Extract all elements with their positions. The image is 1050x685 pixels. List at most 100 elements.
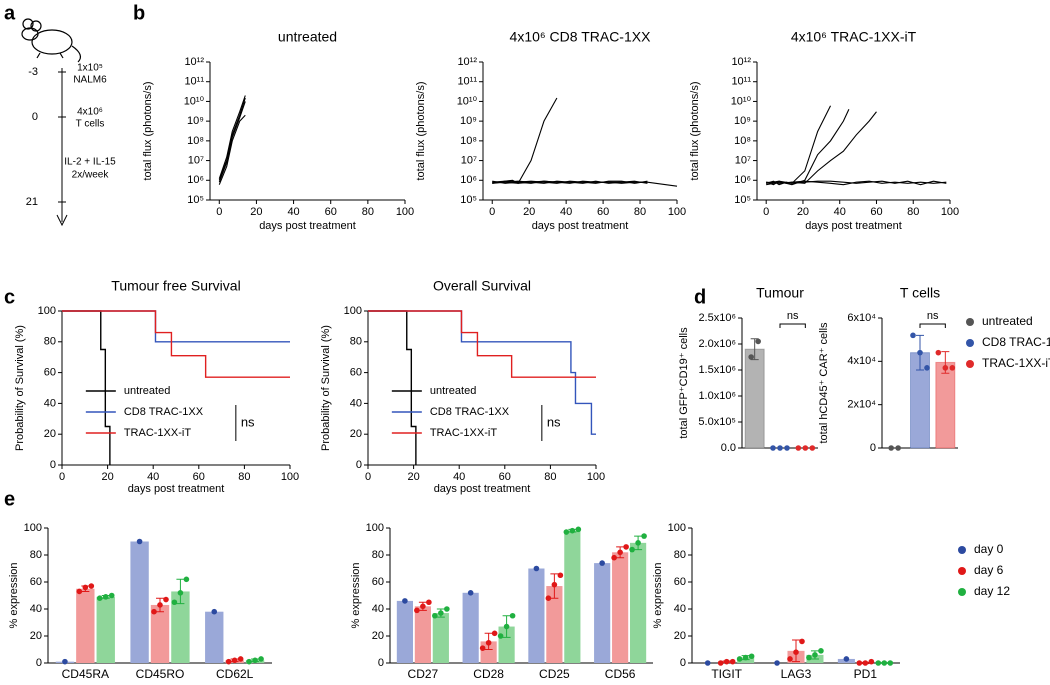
data-point [777, 445, 783, 451]
x-tick-label: 60 [597, 206, 609, 218]
y-tick-label: 10⁷ [188, 154, 204, 166]
y-tick-label: 40 [44, 397, 56, 409]
x-tick-label: 40 [147, 471, 159, 483]
data-point [467, 590, 474, 596]
y-tick-label: 20 [30, 630, 42, 642]
y-tick-label: 10¹¹ [731, 76, 751, 88]
significance-label: ns [927, 310, 939, 322]
bar [171, 591, 190, 663]
data-point [414, 607, 420, 614]
data-point [818, 648, 824, 654]
data-point [503, 623, 510, 630]
data-point [935, 349, 942, 356]
x-tick-label: 40 [560, 206, 572, 218]
data-point [862, 660, 869, 666]
y-tick-label: 10¹² [184, 56, 204, 68]
chart-title: Overall Survival [433, 278, 531, 294]
y-axis-label: total flux (photons/s) [689, 81, 701, 180]
legend-label: TRAC-1XX-iT [430, 427, 498, 439]
y-tick-label: 10¹² [731, 56, 751, 68]
data-point [917, 349, 923, 356]
data-point [881, 660, 888, 666]
y-tick-label: 10⁶ [734, 174, 751, 186]
x-tick-label: 60 [870, 206, 882, 218]
data-point [402, 598, 408, 604]
chart: % expression 0 20 40 60 80 100 CD27 CD28 CD25 CD56 [350, 522, 653, 681]
y-tick-label: 10⁵ [460, 194, 477, 206]
y-tick-label: 0.0 [721, 442, 736, 454]
x-tick-label: 100 [396, 206, 414, 218]
y-tick-label: 10⁸ [187, 135, 204, 147]
data-point [924, 365, 930, 371]
data-point [485, 639, 492, 646]
x-axis-label: days post treatment [259, 220, 356, 232]
data-point [910, 332, 916, 339]
timepoint-note: NALM6 [73, 75, 107, 86]
x-tick-label: 100 [941, 206, 959, 218]
data-point [617, 549, 623, 556]
data-point [102, 594, 109, 600]
data-point [799, 638, 805, 645]
significance-bracket [919, 323, 946, 328]
flux-line [492, 180, 678, 187]
survival-curve [368, 310, 596, 378]
x-tick-label: 20 [797, 206, 809, 218]
x-tick-label: TIGIT [711, 667, 742, 681]
y-tick-label: 10¹⁰ [731, 95, 752, 107]
survival-curve [62, 310, 290, 343]
data-point [641, 533, 647, 539]
legend-label: CD8 TRAC-1XX [982, 335, 1050, 349]
legend-swatch [958, 588, 966, 596]
data-point [88, 583, 95, 589]
data-point [136, 538, 143, 545]
x-tick-label: CD27 [408, 667, 439, 681]
y-axis-label: total flux (photons/s) [142, 81, 154, 180]
survival-curve [62, 310, 111, 465]
legend-label: CD8 TRAC-1XX [430, 406, 510, 418]
y-tick-label: 0 [356, 459, 362, 471]
bar [594, 563, 611, 663]
y-axis-label: total flux (photons/s) [415, 81, 427, 180]
legend-swatch [958, 567, 966, 575]
data-point [755, 338, 761, 345]
legend-label: untreated [124, 385, 170, 397]
data-point [875, 660, 882, 666]
y-tick-label: 10⁹ [187, 115, 204, 127]
data-point [812, 652, 818, 658]
data-point [82, 584, 89, 591]
data-point [843, 656, 850, 662]
y-tick-label: 2.5x10⁶ [698, 312, 736, 324]
data-point [635, 540, 641, 546]
y-tick-label: 10⁷ [461, 154, 477, 166]
bar [564, 530, 581, 663]
x-tick-label: LAG3 [781, 667, 812, 681]
significance-label: ns [241, 414, 255, 429]
y-tick-label: 5.0x10⁵ [698, 416, 736, 428]
chart: 4x10⁶ TRAC-1XX-iT total flux (photons/s) d… [689, 29, 959, 232]
panel-label: a [4, 2, 16, 24]
flux-line [766, 105, 832, 186]
x-tick-label: 100 [281, 471, 299, 483]
data-point [717, 660, 724, 666]
chart-title: Tumour free Survival [111, 278, 240, 294]
survival-curve [62, 310, 290, 378]
y-tick-label: 100 [366, 522, 384, 534]
data-point [231, 657, 238, 664]
data-point [533, 565, 540, 572]
data-point [623, 544, 629, 550]
y-tick-label: 10¹² [457, 56, 477, 68]
flux-line [766, 109, 850, 186]
y-tick-label: 10¹¹ [184, 76, 204, 88]
data-point [784, 445, 790, 451]
legend-label: untreated [982, 314, 1033, 328]
x-tick-label: 100 [668, 206, 686, 218]
x-tick-label: CD45RO [136, 667, 185, 681]
data-point [163, 596, 169, 603]
bar [630, 542, 647, 663]
data-point [183, 576, 190, 583]
chart-title: Tumour [756, 285, 804, 301]
y-tick-label: 10¹⁰ [184, 95, 205, 107]
x-tick-label: 100 [587, 471, 605, 483]
x-tick-label: 0 [216, 206, 222, 218]
